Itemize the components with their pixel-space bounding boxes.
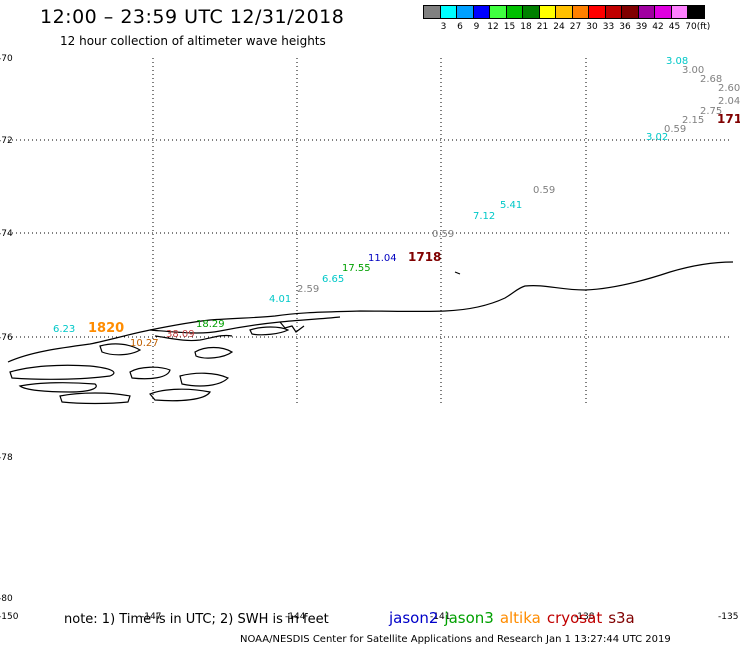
lat-label: -70	[0, 54, 13, 64]
footer-credit: NOAA/NESDIS Center for Satellite Applica…	[240, 634, 671, 645]
legend-swatch	[555, 5, 573, 19]
wave-height-label: 4.01	[269, 294, 291, 305]
mission-label: altika	[499, 609, 541, 627]
wave-height-label: 11.04	[368, 253, 397, 264]
legend-label: 18	[520, 22, 532, 32]
legend-swatch	[439, 5, 457, 19]
wave-height-label: 10.27	[130, 338, 159, 349]
legend-swatch	[538, 5, 556, 19]
legend-swatch	[456, 5, 474, 19]
color-legend-labels: 3 6 9 12 15 18 21 24 27 30 33 36 39 42 45 70 (ft)	[423, 22, 740, 34]
legend-label: 36	[619, 22, 631, 32]
mission-label: s3a	[608, 609, 635, 627]
legend-label: 24	[553, 22, 565, 32]
legend-swatch	[588, 5, 606, 19]
graticule	[8, 58, 730, 406]
mission-legend: jason2 jason3 altika cryosat s3a	[389, 609, 641, 627]
coastline	[7, 261, 734, 405]
lat-axis-labels: -70 -72 -74 -76 -78 -80	[0, 54, 13, 604]
mission-label: jason3	[444, 609, 494, 627]
legend-label: 27	[569, 22, 582, 32]
wave-height-label: 0.59	[664, 124, 686, 135]
wave-height-label: 3.02	[646, 132, 668, 143]
color-legend	[423, 5, 705, 19]
legend-label: 70	[685, 22, 697, 32]
wave-height-label: 7.12	[473, 211, 495, 222]
lat-label: -80	[0, 594, 13, 604]
wave-height-label: 2.15	[682, 115, 704, 126]
legend-label: 15	[503, 22, 516, 32]
island-6	[149, 388, 211, 402]
wave-height-labels: 3.083.002.682.602.042.752.150.593.021710…	[53, 56, 740, 349]
footer-note: note: 1) Time is in UTC; 2) SWH is in fe…	[64, 612, 329, 627]
coastline-main	[7, 261, 734, 363]
wave-height-label: 18.29	[196, 319, 225, 330]
wave-height-label: 2.75	[700, 106, 722, 117]
wave-height-label: 1820	[88, 321, 124, 336]
legend-swatch	[472, 5, 490, 19]
wave-height-label: 3.00	[682, 65, 704, 76]
wave-height-label: 3.08	[666, 56, 688, 67]
page-title: 12:00 – 23:59 UTC 12/31/2018	[40, 6, 345, 28]
legend-label: 9	[473, 22, 480, 32]
wave-height-label: 1718	[408, 250, 441, 264]
legend-label: 6	[457, 22, 463, 32]
legend-label: 30	[586, 22, 598, 32]
legend-swatch	[687, 5, 705, 19]
wave-height-label: 5.41	[500, 200, 522, 211]
legend-swatch	[604, 5, 622, 19]
legend-label: 3	[440, 22, 447, 32]
wave-height-label: 6.65	[322, 274, 344, 285]
lat-label: -72	[0, 136, 13, 146]
wave-height-label: 2.04	[718, 96, 740, 107]
lon-label: -150	[0, 612, 19, 622]
island-3	[59, 392, 131, 405]
island-9	[249, 326, 290, 336]
legend-swatch	[621, 5, 639, 19]
legend-swatch	[654, 5, 672, 19]
legend-swatch	[423, 5, 441, 19]
wave-height-label: 2.60	[718, 83, 740, 94]
lon-label: -135	[718, 612, 738, 622]
legend-swatch	[489, 5, 507, 19]
wave-height-label: 0.59	[432, 229, 454, 240]
legend-unit: (ft)	[696, 22, 711, 32]
ice-shelf-edge	[154, 334, 233, 342]
legend-label: 33	[602, 22, 615, 32]
legend-label: 39	[635, 22, 648, 32]
lat-label: -76	[0, 333, 13, 343]
lat-label: -78	[0, 453, 13, 463]
mission-label: jason2	[389, 609, 439, 627]
island-2	[18, 382, 97, 393]
island-7	[99, 343, 142, 356]
coastline-shelf	[149, 316, 341, 334]
island-5	[179, 372, 230, 387]
legend-swatch	[670, 5, 688, 19]
wave-height-label: 6.23	[53, 324, 75, 335]
coast-inlet	[279, 321, 305, 333]
island-8	[194, 346, 234, 359]
lat-label: -74	[0, 229, 13, 239]
island-4	[129, 366, 171, 380]
wave-height-label: 38.09	[166, 329, 195, 340]
legend-swatch	[505, 5, 523, 19]
wave-height-label: 2.68	[700, 74, 722, 85]
wave-height-label: 0.59	[533, 185, 555, 196]
wave-height-label: 171	[717, 112, 740, 126]
legend-label: 12	[487, 22, 499, 32]
legend-label: 21	[536, 22, 549, 32]
wave-height-label: 2.59	[297, 284, 319, 295]
legend-label: 45	[668, 22, 681, 32]
legend-swatch	[522, 5, 540, 19]
mission-label: cryosat	[546, 609, 603, 627]
legend-swatch	[571, 5, 589, 19]
page-subtitle: 12 hour collection of altimeter wave hei…	[60, 34, 326, 48]
small-mark	[454, 271, 461, 275]
island-1	[9, 364, 115, 380]
legend-label: 42	[652, 22, 664, 32]
legend-swatch	[637, 5, 655, 19]
wave-height-label: 17.55	[342, 263, 371, 274]
